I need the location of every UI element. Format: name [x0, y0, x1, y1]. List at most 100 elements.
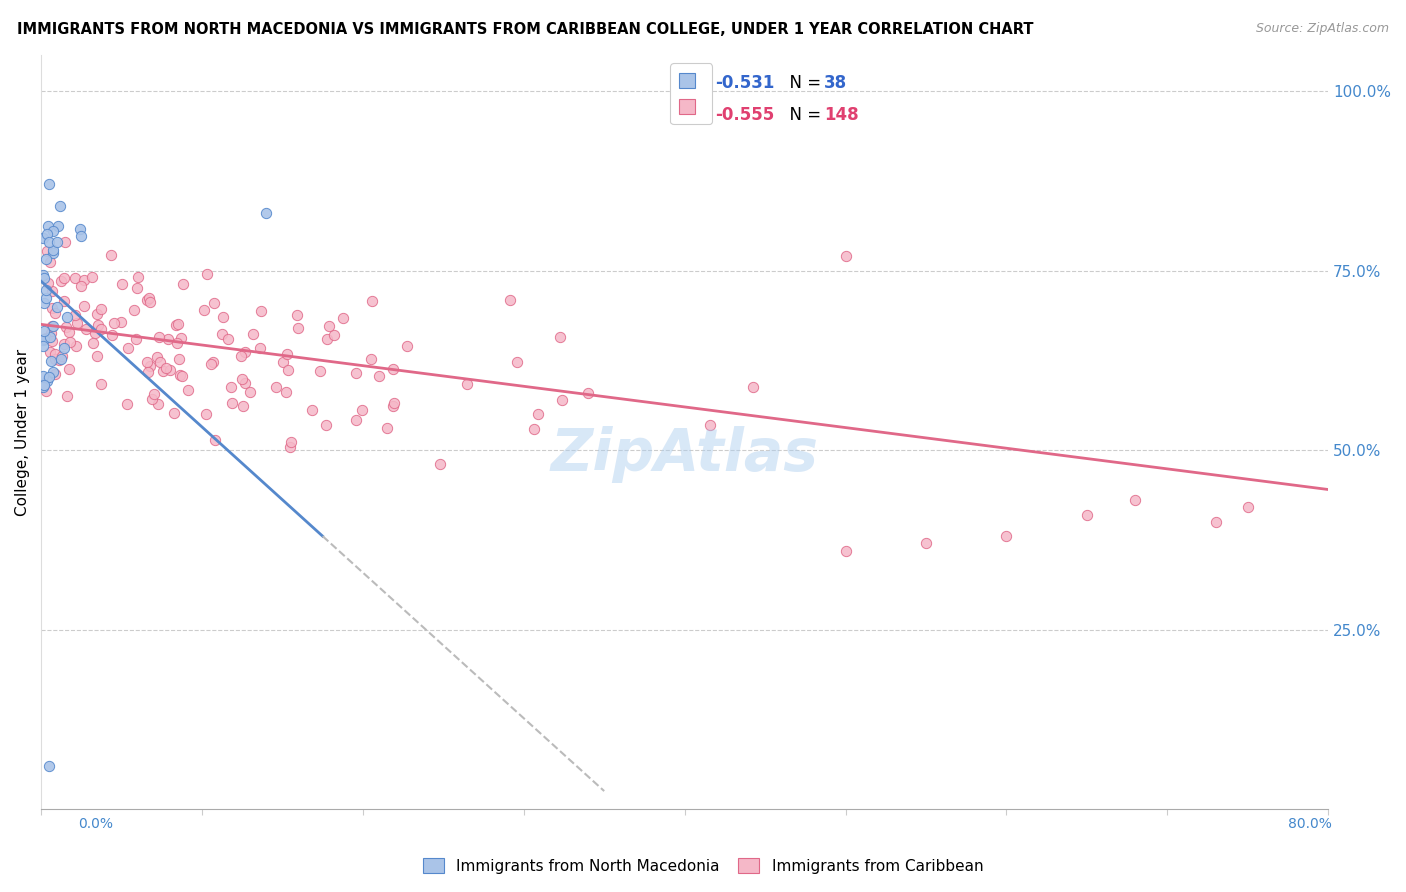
- Point: [239, 385, 262, 400]
- Text: 148: 148: [824, 105, 859, 123]
- Point: [233, 344, 256, 359]
- Point: [148, 330, 170, 344]
- Legend: Immigrants from North Macedonia, Immigrants from Caribbean: Immigrants from North Macedonia, Immigra…: [416, 852, 990, 880]
- Point: [38, 235, 60, 249]
- Point: [31, 268, 53, 282]
- Point: [136, 355, 159, 369]
- Point: [377, 421, 399, 435]
- Point: [271, 355, 294, 369]
- Point: [32, 324, 55, 338]
- Text: -0.555: -0.555: [714, 105, 775, 123]
- Point: [44, 352, 66, 367]
- Point: [167, 318, 190, 332]
- Point: [58, 326, 80, 340]
- Point: [49, 351, 72, 366]
- Point: [38, 759, 60, 773]
- Point: [323, 327, 346, 342]
- Point: [86, 349, 108, 363]
- Point: [115, 396, 138, 410]
- Point: [125, 281, 148, 295]
- Point: [229, 350, 252, 364]
- Point: [166, 335, 188, 350]
- Point: [332, 310, 354, 325]
- Point: [143, 386, 166, 401]
- Point: [32, 231, 55, 245]
- Point: [32, 377, 55, 392]
- Y-axis label: College, Under 1 year: College, Under 1 year: [15, 349, 30, 516]
- Point: [117, 341, 139, 355]
- Point: [53, 235, 76, 249]
- Point: [39, 329, 62, 343]
- Point: [163, 406, 186, 420]
- Text: R =: R =: [676, 74, 713, 92]
- Point: [344, 366, 367, 380]
- Point: [361, 293, 384, 308]
- Point: [59, 334, 82, 349]
- Point: [65, 271, 87, 285]
- Point: [242, 327, 264, 342]
- Point: [55, 319, 77, 334]
- Point: [80, 270, 103, 285]
- Point: [550, 329, 572, 343]
- Point: [146, 350, 169, 364]
- Text: ZipAtlas: ZipAtlas: [551, 426, 818, 483]
- Point: [231, 372, 253, 386]
- Point: [834, 543, 856, 558]
- Point: [429, 457, 451, 471]
- Point: [42, 246, 65, 260]
- Point: [219, 380, 242, 394]
- Point: [56, 310, 79, 324]
- Point: [1076, 508, 1098, 522]
- Point: [139, 294, 162, 309]
- Point: [52, 293, 75, 308]
- Point: [73, 299, 96, 313]
- Point: [39, 326, 62, 340]
- Point: [456, 377, 478, 392]
- Point: [86, 307, 108, 321]
- Point: [35, 331, 58, 345]
- Point: [194, 408, 217, 422]
- Point: [159, 363, 181, 377]
- Point: [73, 273, 96, 287]
- Point: [156, 332, 179, 346]
- Point: [382, 396, 405, 410]
- Point: [233, 376, 256, 391]
- Point: [396, 339, 419, 353]
- Text: 80.0%: 80.0%: [1288, 817, 1333, 830]
- Point: [37, 375, 59, 389]
- Point: [110, 315, 132, 329]
- Point: [39, 255, 62, 269]
- Point: [211, 310, 233, 324]
- Point: [31, 339, 53, 353]
- Point: [280, 435, 302, 450]
- Point: [170, 369, 193, 384]
- Point: [193, 303, 215, 318]
- Point: [49, 199, 72, 213]
- Point: [152, 364, 174, 378]
- Point: [53, 341, 76, 355]
- Point: [41, 334, 63, 349]
- Point: [90, 377, 112, 392]
- Point: [699, 418, 721, 433]
- Point: [35, 292, 58, 306]
- Point: [170, 331, 193, 345]
- Point: [155, 361, 177, 376]
- Point: [52, 271, 75, 285]
- Point: [250, 304, 273, 318]
- Point: [32, 271, 55, 285]
- Point: [249, 341, 271, 355]
- Point: [172, 277, 194, 292]
- Text: R =: R =: [676, 105, 713, 123]
- Point: [165, 318, 187, 332]
- Point: [221, 396, 243, 410]
- Point: [69, 222, 91, 236]
- Point: [200, 358, 222, 372]
- Text: IMMIGRANTS FROM NORTH MACEDONIA VS IMMIGRANTS FROM CARIBBEAN COLLEGE, UNDER 1 YE: IMMIGRANTS FROM NORTH MACEDONIA VS IMMIG…: [17, 22, 1033, 37]
- Point: [136, 365, 159, 379]
- Point: [1236, 500, 1258, 515]
- Point: [136, 293, 159, 307]
- Point: [39, 353, 62, 368]
- Point: [37, 244, 59, 259]
- Point: [201, 355, 224, 369]
- Point: [309, 363, 332, 377]
